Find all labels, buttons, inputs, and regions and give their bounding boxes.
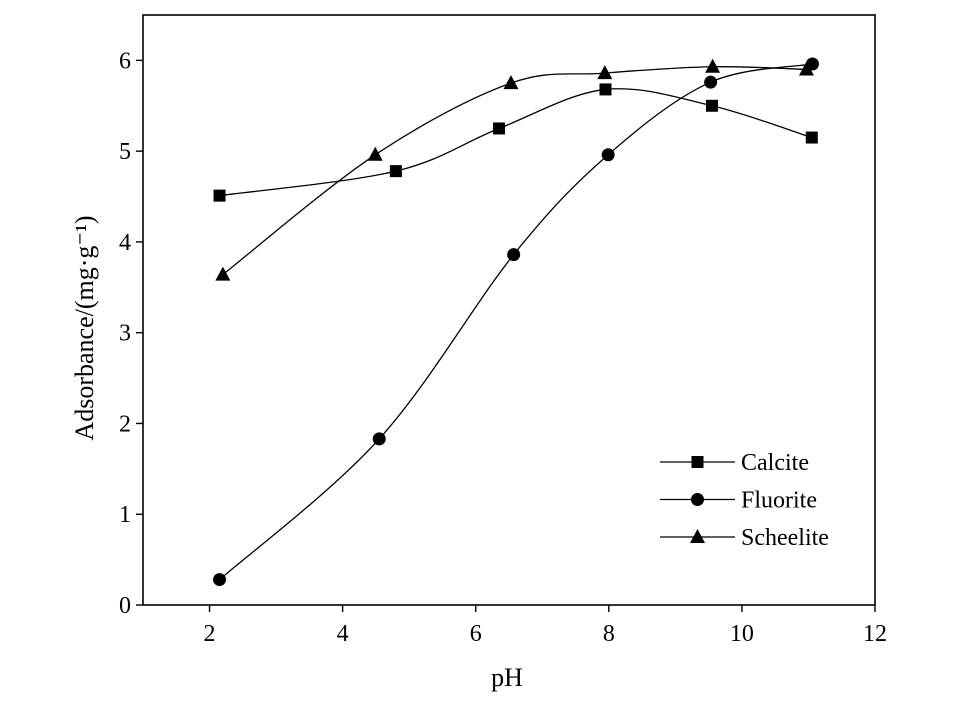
legend-label: Scheelite [741, 525, 829, 551]
y-axis: 0 1 2 3 4 5 6 [119, 48, 143, 619]
data-point [389, 165, 402, 178]
legend-marker [690, 529, 705, 543]
legend-item: Calcite [660, 450, 809, 476]
data-point [705, 99, 718, 112]
data-point [705, 58, 721, 73]
x-tick-label: 6 [470, 621, 482, 647]
y-tick-label: 3 [119, 321, 131, 347]
data-point [367, 146, 383, 161]
data-point [493, 122, 506, 135]
y-tick-label: 0 [119, 593, 131, 619]
y-tick-label: 4 [119, 230, 131, 256]
data-point [213, 573, 227, 587]
y-tick-label: 6 [119, 48, 131, 74]
legend-marker [691, 493, 704, 506]
x-axis: 2 4 6 8 10 12 [204, 605, 887, 647]
data-point [805, 131, 818, 144]
series-line [219, 88, 812, 197]
series-scheelite [215, 58, 814, 281]
series-line [219, 63, 813, 581]
x-tick-label: 8 [603, 621, 615, 647]
plot-area [213, 57, 819, 587]
x-tick-label: 2 [204, 621, 216, 647]
data-point [599, 83, 612, 96]
data-point [503, 75, 519, 90]
x-tick-label: 10 [730, 621, 754, 647]
x-tick-label: 12 [863, 621, 887, 647]
legend-marker [691, 456, 704, 468]
legend-label: Calcite [741, 450, 809, 476]
series-calcite [213, 83, 818, 202]
data-point [372, 432, 386, 446]
plot-frame [142, 14, 876, 606]
legend-item: Fluorite [660, 488, 817, 514]
legend-item: Scheelite [660, 525, 829, 551]
series-fluorite [213, 57, 819, 587]
data-point [704, 75, 718, 89]
x-axis-label: pH [491, 663, 523, 692]
y-tick-label: 1 [119, 502, 131, 528]
data-point [213, 189, 226, 202]
data-point [507, 248, 521, 262]
y-tick-label: 2 [119, 411, 131, 437]
y-axis-label: Adsorbance/(mg·g⁻¹) [70, 215, 99, 440]
legend: Calcite Fluorite Scheelite [660, 450, 829, 551]
data-point [601, 148, 615, 162]
data-point [215, 266, 231, 281]
legend-label: Fluorite [741, 488, 817, 514]
x-tick-label: 4 [337, 621, 349, 647]
series-line [222, 66, 807, 276]
data-point [597, 65, 613, 80]
data-point [798, 61, 814, 76]
y-tick-label: 5 [119, 139, 131, 165]
